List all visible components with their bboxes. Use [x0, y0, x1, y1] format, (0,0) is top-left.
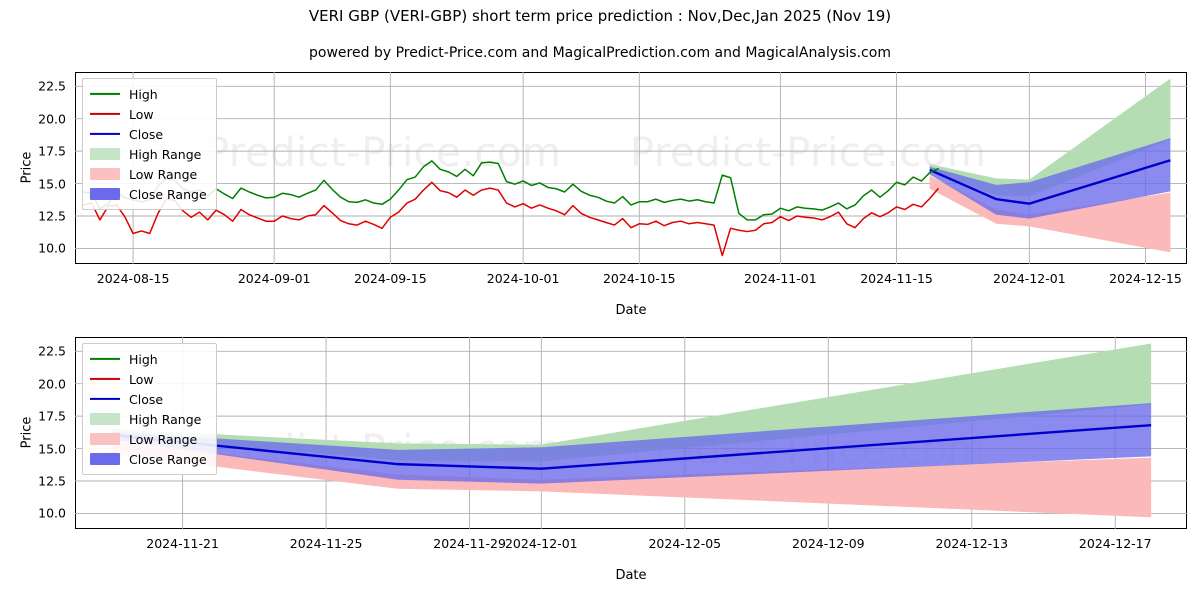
top-x-axis-label: Date	[75, 303, 1187, 318]
x-tick-label: 2024-10-15	[603, 271, 676, 286]
chart-page: VERI GBP (VERI-GBP) short term price pre…	[0, 0, 1200, 600]
x-tick-label: 2024-08-15	[97, 271, 170, 286]
legend-item-low-range[interactable]: Low Range	[90, 164, 207, 184]
y-tick-label: 10.0	[0, 241, 66, 256]
legend-item-label: Close	[129, 127, 163, 142]
legend-item-label: Low Range	[129, 167, 197, 182]
x-tick-label: 2024-12-15	[1109, 271, 1182, 286]
legend-item-close-range[interactable]: Close Range	[90, 184, 207, 204]
area-swatch-red	[90, 433, 120, 445]
legend-item-label: High Range	[129, 412, 201, 427]
line-swatch-red	[90, 107, 120, 121]
x-tick-label: 2024-10-01	[487, 271, 560, 286]
legend-item-high[interactable]: High	[90, 349, 207, 369]
y-tick-label: 20.0	[0, 111, 66, 126]
top-chart-panel: Predict-Price.com Predict-Price.com	[75, 72, 1187, 264]
legend-item-low[interactable]: Low	[90, 104, 207, 124]
x-tick-label: 2024-11-25	[290, 536, 363, 551]
y-tick-label: 10.0	[0, 506, 66, 521]
area-swatch-blue	[90, 188, 120, 200]
legend-item-low[interactable]: Low	[90, 369, 207, 389]
bottom-y-axis-label: Price	[20, 403, 35, 463]
x-tick-label: 2024-11-29	[433, 536, 506, 551]
legend-item-close-range[interactable]: Close Range	[90, 449, 207, 469]
y-tick-label: 12.5	[0, 474, 66, 489]
legend-item-label: Low Range	[129, 432, 197, 447]
x-tick-label: 2024-12-17	[1079, 536, 1152, 551]
legend-item-high-range[interactable]: High Range	[90, 144, 207, 164]
legend-item-label: Close	[129, 392, 163, 407]
x-tick-label: 2024-09-01	[238, 271, 311, 286]
x-tick-label: 2024-09-15	[354, 271, 427, 286]
y-tick-label: 22.5	[0, 344, 66, 359]
y-tick-label: 12.5	[0, 209, 66, 224]
y-tick-label: 22.5	[0, 79, 66, 94]
legend-item-high-range[interactable]: High Range	[90, 409, 207, 429]
legend-item-label: High	[129, 87, 158, 102]
area-swatch-green	[90, 413, 120, 425]
area-swatch-green	[90, 148, 120, 160]
line-swatch-red	[90, 372, 120, 386]
legend-item-label: Low	[129, 107, 154, 122]
legend-item-label: Close Range	[129, 187, 207, 202]
top-y-axis-label: Price	[20, 138, 35, 198]
legend-item-label: Low	[129, 372, 154, 387]
line-swatch-green	[90, 87, 120, 101]
bottom-x-axis-label: Date	[75, 568, 1187, 583]
bottom-chart-plot	[75, 337, 1187, 529]
x-tick-label: 2024-12-01	[505, 536, 578, 551]
line-swatch-blue	[90, 127, 120, 141]
x-tick-label: 2024-11-15	[860, 271, 933, 286]
area-swatch-blue	[90, 453, 120, 465]
top-chart-legend[interactable]: High Low Close High Range Low Range Close Ran…	[82, 78, 217, 210]
bottom-chart-legend[interactable]: High Low Close High Range Low Range Close Ran…	[82, 343, 217, 475]
line-swatch-blue	[90, 392, 120, 406]
x-tick-label: 2024-11-01	[744, 271, 817, 286]
bottom-chart-panel: Predict-Price.com Predict-Price.com	[75, 337, 1187, 529]
x-tick-label: 2024-11-21	[146, 536, 219, 551]
legend-item-label: High	[129, 352, 158, 367]
page-subtitle: powered by Predict-Price.com and Magical…	[0, 45, 1200, 61]
x-tick-label: 2024-12-09	[792, 536, 865, 551]
legend-item-label: Close Range	[129, 452, 207, 467]
legend-item-close[interactable]: Close	[90, 124, 207, 144]
x-tick-label: 2024-12-01	[993, 271, 1066, 286]
x-tick-label: 2024-12-13	[935, 536, 1008, 551]
x-tick-label: 2024-12-05	[648, 536, 721, 551]
area-swatch-red	[90, 168, 120, 180]
top-chart-plot	[75, 72, 1187, 264]
legend-item-close[interactable]: Close	[90, 389, 207, 409]
legend-item-high[interactable]: High	[90, 84, 207, 104]
page-title: VERI GBP (VERI-GBP) short term price pre…	[0, 7, 1200, 25]
legend-item-label: High Range	[129, 147, 201, 162]
line-swatch-green	[90, 352, 120, 366]
legend-item-low-range[interactable]: Low Range	[90, 429, 207, 449]
y-tick-label: 20.0	[0, 376, 66, 391]
